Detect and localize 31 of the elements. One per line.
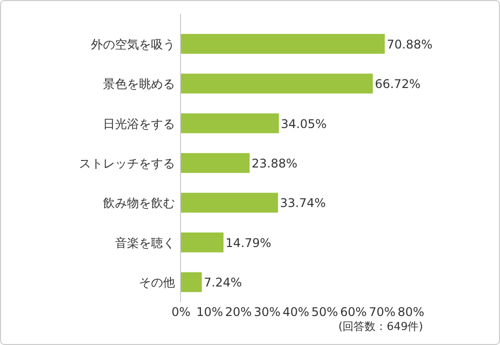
bar [181,34,385,54]
x-tick-label: 40% [282,305,310,319]
y-tick-label: 音楽を聴く [115,236,175,250]
x-tick-label: 0% [171,305,191,319]
bar [181,113,279,134]
bar [181,192,278,213]
y-tick-label: 日光浴をする [103,116,175,131]
bar [181,272,202,292]
y-tick-label: 外の空気を吸う [91,37,175,52]
data-label: 14.79% [226,236,272,250]
x-tick-label: 80% [398,305,424,319]
x-tick-label: 60% [340,305,367,319]
data-label: 70.88% [386,37,433,52]
x-tick-label: 50% [311,305,338,319]
data-label: 34.05% [280,116,327,131]
data-label: 33.74% [280,196,326,210]
y-tick-label: ストレッチをする [79,156,175,170]
y-tick-label: 飲み物を飲む [103,196,175,210]
text: (回答数：649件) [338,320,423,333]
x-tick-label: 70% [368,305,396,319]
bar [181,74,373,94]
bar [181,153,250,173]
data-label: 23.88% [252,156,298,170]
x-tick-label: 20% [225,305,252,319]
bar [181,232,224,252]
data-label: 66.72% [374,77,421,92]
y-tick-label: その他 [139,276,175,290]
y-tick-label: 景色を眺める [103,77,175,92]
x-tick-label: 30% [254,305,281,319]
x-tick-label: 10% [196,305,224,319]
data-label: 7.24% [204,276,242,290]
